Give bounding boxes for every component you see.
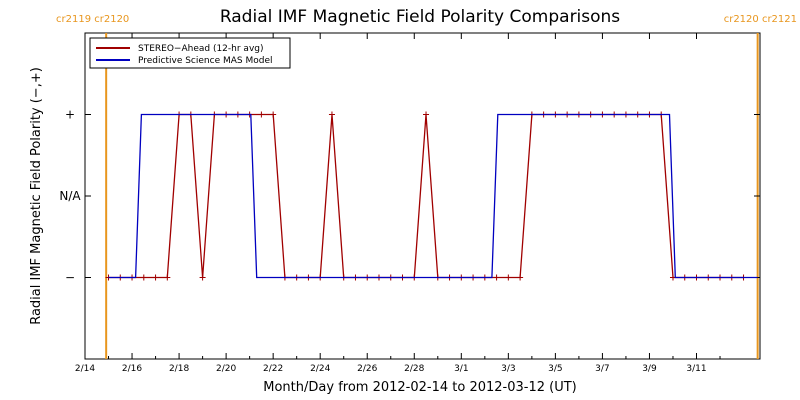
- x-tick-label: 3/9: [642, 364, 657, 374]
- data-point-marker: [328, 111, 335, 118]
- y-tick-label: N/A: [59, 189, 81, 203]
- x-tick-label: 2/22: [263, 364, 283, 374]
- x-tick-label: 2/16: [122, 364, 142, 374]
- x-axis-label: Month/Day from 2012-02-14 to 2012-03-12 …: [263, 380, 576, 395]
- data-point-marker: [152, 274, 159, 281]
- data-point-marker: [199, 274, 206, 281]
- data-point-marker: [140, 274, 147, 281]
- carrington-rotation-label: cr2119 cr2120: [56, 14, 129, 25]
- chart-title: Radial IMF Magnetic Field Polarity Compa…: [220, 7, 620, 27]
- series-line: [108, 113, 758, 279]
- data-point-marker: [505, 274, 512, 281]
- carrington-rotation-label: cr2120 cr2121: [724, 14, 797, 25]
- y-tick-label: −: [65, 271, 75, 285]
- x-tick-label: 3/5: [548, 364, 562, 374]
- y-tick-label: +: [65, 108, 75, 122]
- x-tick-label: 2/24: [310, 364, 330, 374]
- data-point-marker: [258, 111, 265, 118]
- plot-frame: [84, 32, 761, 360]
- x-tick-label: 2/20: [216, 364, 236, 374]
- x-tick-label: 2/28: [404, 364, 424, 374]
- legend-box: [89, 37, 291, 69]
- x-tick-label: 3/1: [454, 364, 468, 374]
- x-tick-label: 3/11: [686, 364, 706, 374]
- data-point-marker: [423, 111, 430, 118]
- x-tick-label: 2/18: [169, 364, 189, 374]
- x-tick-label: 3/7: [595, 364, 609, 374]
- data-point-marker: [270, 111, 277, 118]
- x-tick-label: 2/26: [357, 364, 377, 374]
- y-axis-label: Radial IMF Magnetic Field Polarity (−,+): [29, 67, 44, 325]
- legend-label: STEREO−Ahead (12-hr avg): [138, 44, 264, 54]
- x-tick-label: 3/3: [501, 364, 515, 374]
- data-point-marker: [164, 274, 171, 281]
- legend-label: Predictive Science MAS Model: [138, 56, 273, 66]
- data-point-marker: [493, 274, 500, 281]
- x-tick-label: 2/14: [75, 364, 95, 374]
- data-point-marker: [517, 274, 524, 281]
- series-line: [108, 113, 744, 279]
